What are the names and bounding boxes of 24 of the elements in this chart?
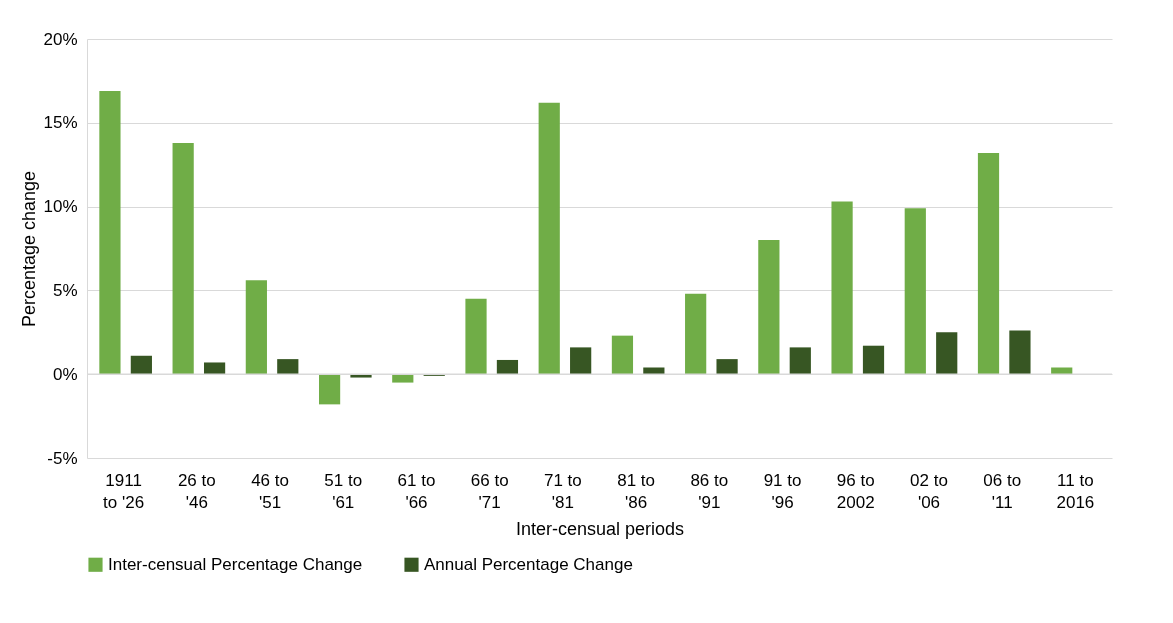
legend-label: Annual Percentage Change [424,554,633,574]
y-tick-label: -5% [47,448,78,468]
y-tick-label: 15% [43,113,78,133]
x-axis-title: Inter-censual periods [515,518,685,539]
x-tick-label: 91 to '96 [763,470,802,512]
x-tick-label: 02 to '06 [910,470,948,512]
x-tick-label: 1911 to '26 [103,470,145,512]
legend-label: Inter-censual Percentage Change [108,554,363,574]
x-tick-label: 61 to '66 [397,470,436,512]
x-tick-label: 46 to '51 [251,470,289,512]
x-tick-label: 96 to 2002 [836,470,875,512]
x-tick-label: 66 to '71 [470,470,509,512]
y-tick-label: 10% [43,197,78,217]
x-tick-label: 51 to '61 [324,470,363,512]
y-axis-title: Percentage change [19,170,40,328]
x-tick-label: 26 to '46 [177,470,216,512]
x-tick-label: 71 to '81 [543,470,582,512]
x-tick-label: 11 to 2016 [1056,470,1095,512]
x-tick-label: 06 to '11 [983,470,1022,512]
x-tick-label: 81 to '86 [617,470,656,512]
y-tick-label: 0% [52,364,78,384]
y-tick-label: 5% [52,280,78,300]
x-tick-label: 86 to '91 [690,470,729,512]
y-tick-label: 20% [43,29,78,49]
